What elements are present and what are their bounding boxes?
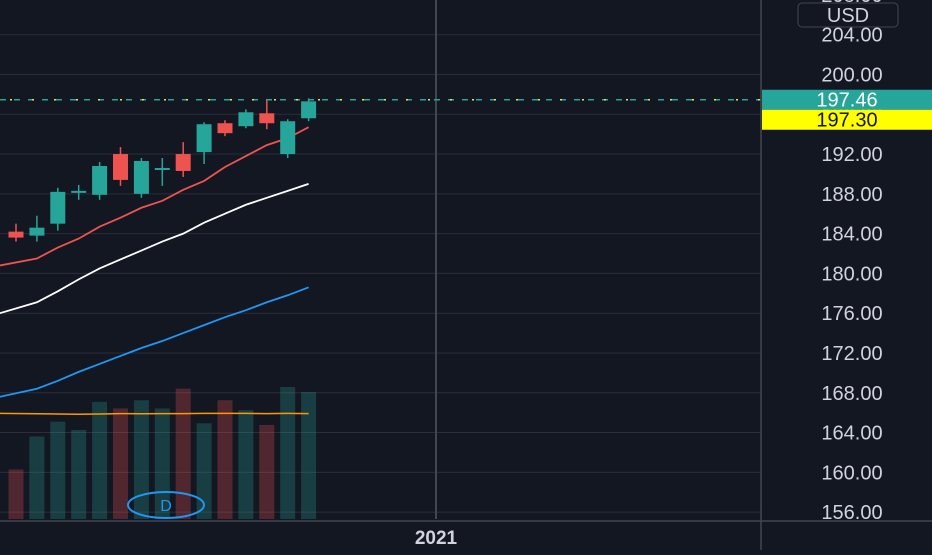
candle-body	[301, 101, 317, 119]
last-price-label: 197.46	[762, 89, 932, 112]
volume-bar	[29, 436, 45, 519]
candle-body	[259, 113, 275, 124]
volume-bar	[113, 408, 128, 519]
candle-body	[133, 161, 149, 194]
candle-body	[71, 190, 87, 193]
y-tick-label: 164.00	[821, 423, 882, 445]
x-tick-label: 2021	[415, 528, 458, 549]
y-tick-label: 192.00	[821, 144, 882, 166]
candle[interactable]	[238, 109, 254, 129]
candle[interactable]	[29, 215, 45, 242]
candle-body	[217, 123, 233, 134]
y-tick-label: 172.00	[821, 343, 882, 365]
volume-bar	[280, 387, 296, 519]
candle-body	[175, 154, 191, 171]
y-tick-label: 168.00	[821, 383, 882, 405]
last-price-label-bg	[762, 89, 932, 110]
currency-label-box	[797, 2, 899, 28]
last-price-label-text: 197.46	[816, 90, 877, 112]
volume-bar	[71, 429, 87, 519]
candle[interactable]	[50, 187, 66, 231]
y-tick-label: 156.00	[821, 502, 882, 524]
y-tick-label: 184.00	[821, 224, 882, 246]
y-tick-label: 180.00	[821, 263, 882, 285]
volume-bar	[238, 410, 254, 519]
candle-body	[280, 121, 296, 155]
candle[interactable]	[133, 158, 149, 198]
y-tick-label: 160.00	[821, 462, 882, 484]
currency-label[interactable]: USD	[797, 2, 899, 28]
volume-bar	[196, 423, 212, 519]
candle[interactable]	[301, 98, 317, 122]
y-tick-label: 176.00	[821, 303, 882, 325]
candle-body	[29, 227, 45, 236]
volume-bar	[92, 401, 108, 519]
candle-body	[196, 124, 212, 153]
candle[interactable]	[113, 147, 128, 186]
y-tick-label: 200.00	[821, 64, 882, 86]
volume-bar	[133, 400, 149, 519]
volume-bar	[50, 421, 66, 519]
candle[interactable]	[175, 142, 191, 177]
candle-body	[154, 167, 170, 170]
secondary-price-label: 197.30	[762, 109, 932, 132]
interval-badge-outline	[127, 491, 205, 519]
candle-body	[92, 165, 108, 195]
interval-badge[interactable]: D	[127, 491, 205, 519]
candle-body	[113, 154, 128, 180]
y-tick-label: 204.00	[821, 25, 882, 47]
candle[interactable]	[196, 122, 212, 164]
y-tick-label: 188.00	[821, 184, 882, 206]
volume-bar	[8, 469, 24, 519]
volume-bar	[217, 400, 233, 519]
candle[interactable]	[259, 99, 275, 130]
candle[interactable]	[154, 158, 170, 186]
volume-ma-line	[0, 412, 309, 415]
candle-body	[238, 112, 254, 127]
candle-body	[8, 231, 24, 238]
volume-bar	[175, 388, 191, 519]
secondary-price-label-bg	[762, 109, 932, 130]
candle[interactable]	[217, 120, 233, 137]
currency-label-text: USD	[827, 5, 869, 27]
volume-bar	[259, 424, 275, 519]
candle[interactable]	[280, 119, 296, 159]
ema-short-line	[0, 126, 310, 267]
candle-body	[50, 191, 66, 224]
ma-mid-line	[0, 183, 309, 315]
candle[interactable]	[92, 162, 108, 200]
secondary-price-label-text: 197.30	[816, 110, 877, 132]
candle[interactable]	[71, 184, 87, 200]
volume-bar	[301, 391, 317, 519]
candle[interactable]	[8, 223, 24, 242]
interval-badge-label: D	[160, 498, 172, 515]
ma-long-line	[0, 286, 309, 398]
